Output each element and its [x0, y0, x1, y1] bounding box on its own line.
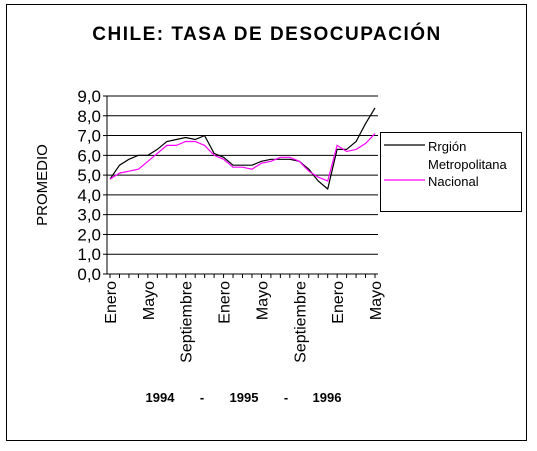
y-tick-label: 4,0 [77, 186, 101, 205]
y-tick-label: 3,0 [77, 206, 101, 225]
y-tick-label: 6,0 [77, 146, 101, 165]
x-tick-label: Mayo [141, 281, 158, 320]
legend-box [380, 132, 522, 212]
x-tick-label: Enero [103, 281, 120, 324]
x-tick-label: Septiembre [179, 281, 196, 363]
period-label: 1994 [146, 390, 176, 405]
period-label: - [284, 390, 288, 405]
y-tick-label: 5,0 [77, 166, 101, 185]
y-tick-label: 1,0 [77, 245, 101, 264]
period-label: 1996 [313, 390, 342, 405]
y-tick-label: 8,0 [77, 107, 101, 126]
period-label: 1995 [230, 390, 259, 405]
x-tick-label: Enero [330, 281, 347, 324]
x-tick-label: Mayo [254, 281, 271, 320]
y-tick-label: 2,0 [77, 225, 101, 244]
x-tick-label: Septiembre [292, 281, 309, 363]
legend-label: Nacional [428, 174, 479, 189]
y-tick-label: 0,0 [77, 265, 101, 284]
x-tick-label: Enero [217, 281, 234, 324]
chart-title: CHILE: TASA DE DESOCUPACIÓN [92, 23, 441, 45]
y-tick-label: 9,0 [77, 87, 101, 106]
legend-label: Rrgión Metropolitana [428, 139, 508, 172]
series-line [109, 133, 376, 182]
y-axis-label: PROMEDIO [34, 144, 51, 226]
period-label: - [200, 390, 204, 405]
y-tick-label: 7,0 [77, 127, 101, 146]
series-line [109, 107, 376, 191]
chart-frame [6, 4, 527, 441]
x-tick-label: Mayo [368, 281, 385, 320]
